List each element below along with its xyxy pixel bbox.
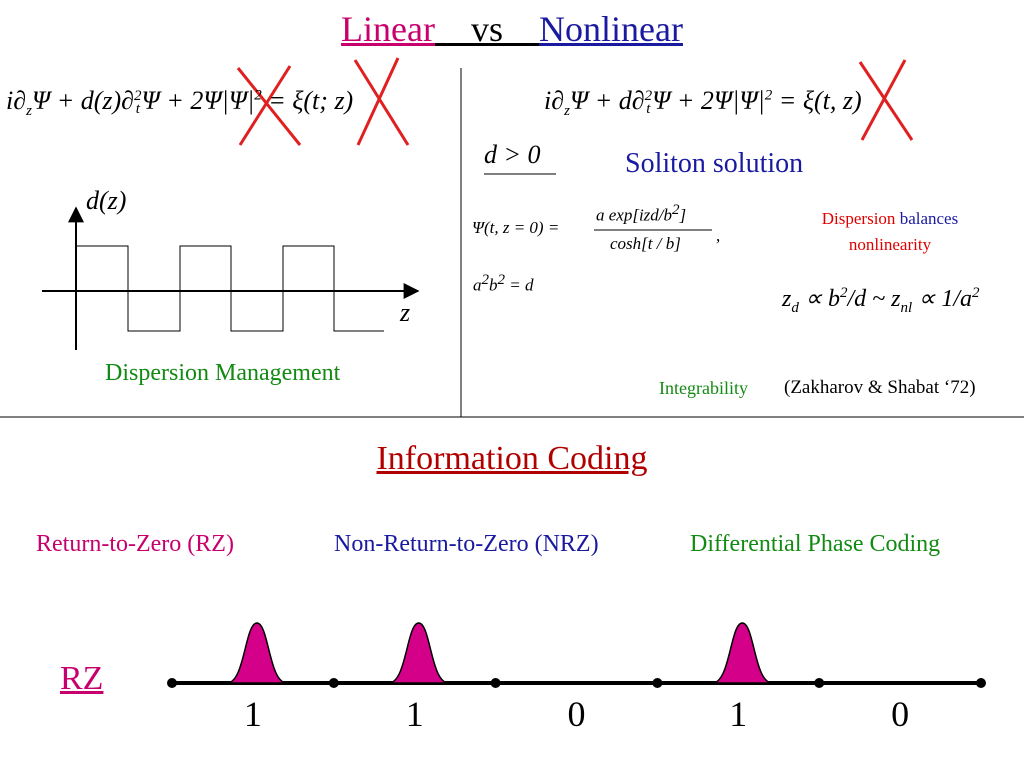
text-run: 2 (764, 87, 773, 104)
text-run (356, 57, 400, 146)
text-run: t (135, 101, 140, 118)
title-middle: vs (470, 9, 503, 49)
formula: a2b2 = d (473, 272, 533, 296)
bit-label: 0 (568, 694, 586, 734)
bit-boundary (652, 678, 663, 688)
title: Linear vs Nonlinear (0, 8, 1024, 50)
text-run (435, 9, 471, 49)
bit-label: 1 (406, 694, 424, 734)
bit-boundary (976, 678, 986, 688)
text-run: ] (679, 205, 687, 225)
text-run: 2 (481, 272, 490, 288)
text-run: b (489, 275, 498, 295)
scheme: Return-to-Zero (RZ) (36, 531, 234, 557)
bit-boundary (490, 678, 501, 688)
text-run: balances (899, 209, 959, 228)
bit-boundary (814, 678, 825, 688)
axis-label: z (400, 298, 411, 327)
pulse (226, 622, 288, 684)
bit-label: 1 (729, 694, 747, 734)
text-run: nl (900, 299, 913, 316)
text-run: Ψ + d(z)∂ (31, 86, 135, 115)
text-run: a exp[izd/b (596, 205, 673, 225)
bit-boundary (328, 678, 339, 688)
bit-label: 0 (891, 694, 909, 734)
text-run: Ψ + 2Ψ|Ψ| (141, 86, 255, 115)
note: Dispersion balances nonlinearity (770, 206, 1010, 258)
text-run (860, 59, 907, 141)
text-run: 1 1 0 1 0 (167, 622, 986, 734)
text-run: Dispersion (821, 209, 896, 228)
example-label: RZ (60, 660, 104, 697)
text-run: 2 (840, 285, 848, 301)
equation: i∂zΨ + d∂2 tΨ + 2Ψ|Ψ|2 = ξ(t, z) (544, 86, 862, 120)
cross-out (236, 57, 914, 146)
text-run: 2 (971, 285, 980, 301)
bit-boundary (167, 678, 177, 688)
text-run: ∝ b (798, 286, 840, 312)
text-run: 2 (644, 87, 653, 104)
text-run: z (26, 103, 32, 120)
text-run: a (473, 275, 482, 295)
text-run: Ψ + 2Ψ|Ψ| (652, 86, 765, 115)
title-right: Nonlinear (539, 9, 683, 49)
text-run: Ψ + d∂ (569, 86, 645, 115)
axis-label: d(z) (86, 186, 127, 215)
formula: a exp[izd/b2] (596, 202, 686, 226)
text-run (858, 61, 914, 141)
scaling: zd ∝ b2/d ~ znl ∝ 1/a2 (782, 284, 979, 317)
text-run: i∂ (544, 86, 565, 115)
reference: (Zakharov & Shabat ‘72) (784, 377, 976, 398)
text-run (353, 59, 410, 146)
text-run: = ξ(t; z) (261, 86, 354, 115)
bit-label: 1 (244, 694, 262, 734)
pulse (388, 622, 449, 684)
text-run: = ξ(t, z) (772, 86, 862, 115)
scheme: Non-Return-to-Zero (NRZ) (334, 531, 599, 557)
integrability: Integrability (659, 378, 748, 398)
caption: Dispersion Management (105, 360, 341, 386)
section-heading: Information Coding (376, 440, 648, 477)
text-run: d (791, 299, 799, 316)
text-run: z (564, 103, 570, 120)
pulse (712, 622, 773, 684)
formula: cosh[t / b] (610, 234, 681, 253)
text-run: 2 (254, 87, 262, 104)
text-run: 2 (497, 272, 506, 288)
text-run: i∂ (6, 86, 27, 115)
text-run: 2 (134, 87, 142, 104)
square-wave (76, 245, 384, 332)
text-run (238, 65, 292, 146)
text-run (236, 67, 302, 146)
text-run: z (782, 286, 792, 312)
text-run: nonlinearity (848, 235, 932, 254)
heading: Soliton solution (625, 148, 804, 179)
text-run: 2 (672, 202, 680, 218)
title-left: Linear (341, 9, 435, 49)
formula: , (716, 226, 721, 245)
scheme: Differential Phase Coding (690, 531, 941, 557)
formula: Ψ(t, z = 0) = (472, 218, 560, 237)
text-run (503, 9, 539, 49)
text-run: t (646, 101, 651, 118)
text-run: /d ~ z (847, 286, 901, 312)
equation: i∂zΨ + d(z)∂2 tΨ + 2Ψ|Ψ|2 = ξ(t; z) (6, 86, 353, 120)
text-run: ∝ 1/a (912, 286, 972, 312)
text-run: = d (505, 275, 534, 295)
condition: d > 0 (484, 140, 541, 169)
